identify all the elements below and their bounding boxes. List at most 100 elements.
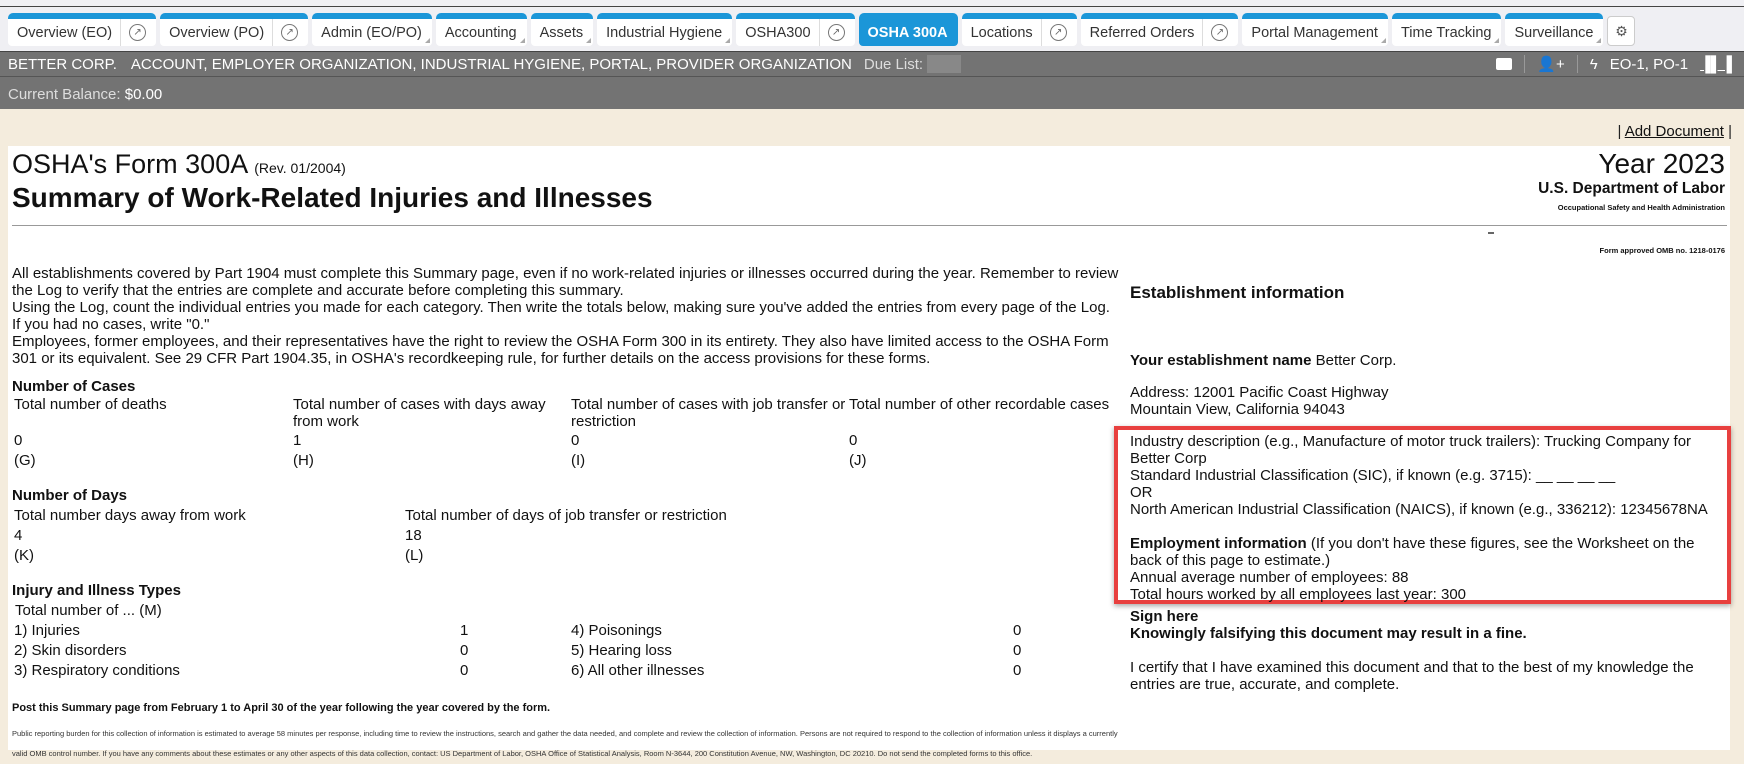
cases-code: (J) xyxy=(849,452,867,469)
dropdown-corner-icon xyxy=(1494,38,1500,43)
days-value: 4 xyxy=(14,527,23,544)
intro-paragraph: Employees, former employees, and their r… xyxy=(12,333,1109,367)
intro-text: All establishments covered by Part 1904 … xyxy=(12,265,1122,367)
type-value: 0 xyxy=(1013,662,1022,679)
dropdown-corner-icon xyxy=(519,38,525,43)
employment-info: Employment information (If you don't hav… xyxy=(1130,535,1725,569)
type-label: 1) Injuries xyxy=(14,622,80,639)
industry-info: Industry description (e.g., Manufacture … xyxy=(1130,433,1725,603)
dropdown-corner-icon xyxy=(586,38,592,43)
due-list-value[interactable] xyxy=(927,55,962,73)
open-external-button[interactable]: ↗ xyxy=(1040,19,1067,46)
tab-label: Surveillance xyxy=(1514,24,1594,41)
org-ids[interactable]: EO-1, PO-1 xyxy=(1609,55,1689,73)
tab-locations[interactable]: Locations ↗ xyxy=(961,13,1077,46)
tab-accounting[interactable]: Accounting xyxy=(435,13,527,46)
post-notice: Post this Summary page from February 1 t… xyxy=(12,702,551,714)
open-external-button[interactable]: ↗ xyxy=(120,19,147,46)
cases-code: (H) xyxy=(293,452,314,469)
intro-paragraph: Using the Log, count the individual entr… xyxy=(12,299,1110,333)
type-label: 3) Respiratory conditions xyxy=(14,662,180,679)
tab-bar: Overview (EO) ↗ Overview (PO) ↗ Admin (EO/PO… xyxy=(0,7,1744,51)
add-document-link[interactable]: Add Document xyxy=(1624,123,1724,140)
balance-bar: Current Balance: $0.00 xyxy=(0,77,1744,109)
dash-mark xyxy=(1488,232,1494,234)
type-value: 0 xyxy=(460,662,469,679)
sign-warning: Knowingly falsifying this document may r… xyxy=(1130,625,1527,642)
form-subtitle: Summary of Work-Related Injuries and Ill… xyxy=(12,182,653,213)
balance-label: Current Balance: xyxy=(8,86,121,103)
industry-description: Industry description (e.g., Manufacture … xyxy=(1130,433,1692,467)
tab-label: Time Tracking xyxy=(1400,24,1492,41)
video-icon[interactable] xyxy=(1496,58,1513,70)
divider xyxy=(1576,55,1578,73)
days-code: (K) xyxy=(14,547,34,564)
tab-time-tracking[interactable]: Time Tracking xyxy=(1391,13,1502,46)
form-panel: OSHA's Form 300A (Rev. 01/2004) Summary … xyxy=(8,146,1731,758)
company-name: BETTER CORP. xyxy=(8,55,117,73)
certify-text: I certify that I have examined this docu… xyxy=(1130,659,1694,693)
cases-label: Total number of other recordable cases xyxy=(849,396,1110,413)
tab-label: Admin (EO/PO) xyxy=(321,24,422,41)
tab-label: Assets xyxy=(539,24,584,41)
establishment-name-label: Your establishment name xyxy=(1130,352,1312,369)
tab-admin-eo-po[interactable]: Admin (EO/PO) xyxy=(312,13,432,46)
hours-worked: Total hours worked by all employees last… xyxy=(1130,586,1467,603)
open-external-button[interactable]: ↗ xyxy=(818,19,845,46)
tab-overview-eo[interactable]: Overview (EO) ↗ xyxy=(8,13,157,46)
form-title-text: OSHA's Form 300A xyxy=(12,149,247,179)
employment-note: (If you don't have these figures, see th… xyxy=(1130,535,1695,569)
dropdown-corner-icon xyxy=(1380,38,1386,43)
roles: ACCOUNT, EMPLOYER ORGANIZATION, INDUSTRI… xyxy=(130,55,852,73)
cases-value: 1 xyxy=(293,432,302,449)
type-value: 0 xyxy=(460,642,469,659)
employee-count: Annual average number of employees: 88 xyxy=(1130,569,1409,586)
divider xyxy=(12,225,1727,226)
due-list-label: Due List: xyxy=(863,55,924,73)
tab-label: Referred Orders xyxy=(1089,24,1195,41)
highlight-box xyxy=(1114,426,1731,604)
tab-overview-po[interactable]: Overview (PO) ↗ xyxy=(160,13,309,46)
days-code: (L) xyxy=(405,547,424,564)
add-user-icon[interactable]: 👤+ xyxy=(1537,56,1565,73)
tab-industrial-hygiene[interactable]: Industrial Hygiene xyxy=(597,13,733,46)
type-value: 0 xyxy=(1013,622,1022,639)
settings-gear-button[interactable]: ⚙ xyxy=(1607,16,1636,46)
type-value: 0 xyxy=(1013,642,1022,659)
tab-assets[interactable]: Assets xyxy=(530,13,594,46)
dropdown-corner-icon xyxy=(424,38,430,43)
cases-value: 0 xyxy=(571,432,580,449)
burden-statement: Public reporting burden for this collect… xyxy=(12,729,1118,758)
external-link-icon: ↗ xyxy=(281,24,299,41)
types-subheading: Total number of ... (M) xyxy=(15,602,162,619)
form-year: Year 2023 xyxy=(1598,148,1725,179)
tab-surveillance[interactable]: Surveillance xyxy=(1505,13,1604,46)
tab-osha-300a[interactable]: OSHA 300A xyxy=(858,13,958,46)
employment-label: Employment information xyxy=(1130,535,1307,552)
tab-osha300[interactable]: OSHA300 ↗ xyxy=(736,13,855,46)
tab-portal-management[interactable]: Portal Management xyxy=(1242,13,1388,46)
type-label: 6) All other illnesses xyxy=(571,662,705,679)
lightning-icon[interactable]: ϟ xyxy=(1589,55,1598,73)
chart-icon[interactable]: ▐▌▐ xyxy=(1700,55,1732,73)
cases-code: (G) xyxy=(14,452,36,469)
intro-paragraph: All establishments covered by Part 1904 … xyxy=(12,265,1119,299)
tab-referred-orders[interactable]: Referred Orders ↗ xyxy=(1080,13,1239,46)
cases-code: (I) xyxy=(571,452,586,469)
tab-label: Overview (EO) xyxy=(17,24,113,41)
external-link-icon: ↗ xyxy=(129,24,147,41)
open-external-button[interactable]: ↗ xyxy=(1202,19,1229,46)
establishment-name: Your establishment name Better Corp. xyxy=(1130,352,1725,369)
address-line2: Mountain View, California 94043 xyxy=(1130,401,1345,418)
cases-value: 0 xyxy=(849,432,858,449)
cases-value: 0 xyxy=(14,432,23,449)
type-label: 2) Skin disorders xyxy=(14,642,127,659)
form-title: OSHA's Form 300A (Rev. 01/2004) xyxy=(12,149,346,180)
open-external-button[interactable]: ↗ xyxy=(272,19,299,46)
balance-value: $0.00 xyxy=(124,86,163,103)
type-label: 5) Hearing loss xyxy=(571,642,672,659)
type-value: 1 xyxy=(460,622,469,639)
or-label: OR xyxy=(1130,484,1153,501)
address: Address: 12001 Pacific Coast Highway Mou… xyxy=(1130,384,1725,418)
type-label: 4) Poisonings xyxy=(571,622,662,639)
